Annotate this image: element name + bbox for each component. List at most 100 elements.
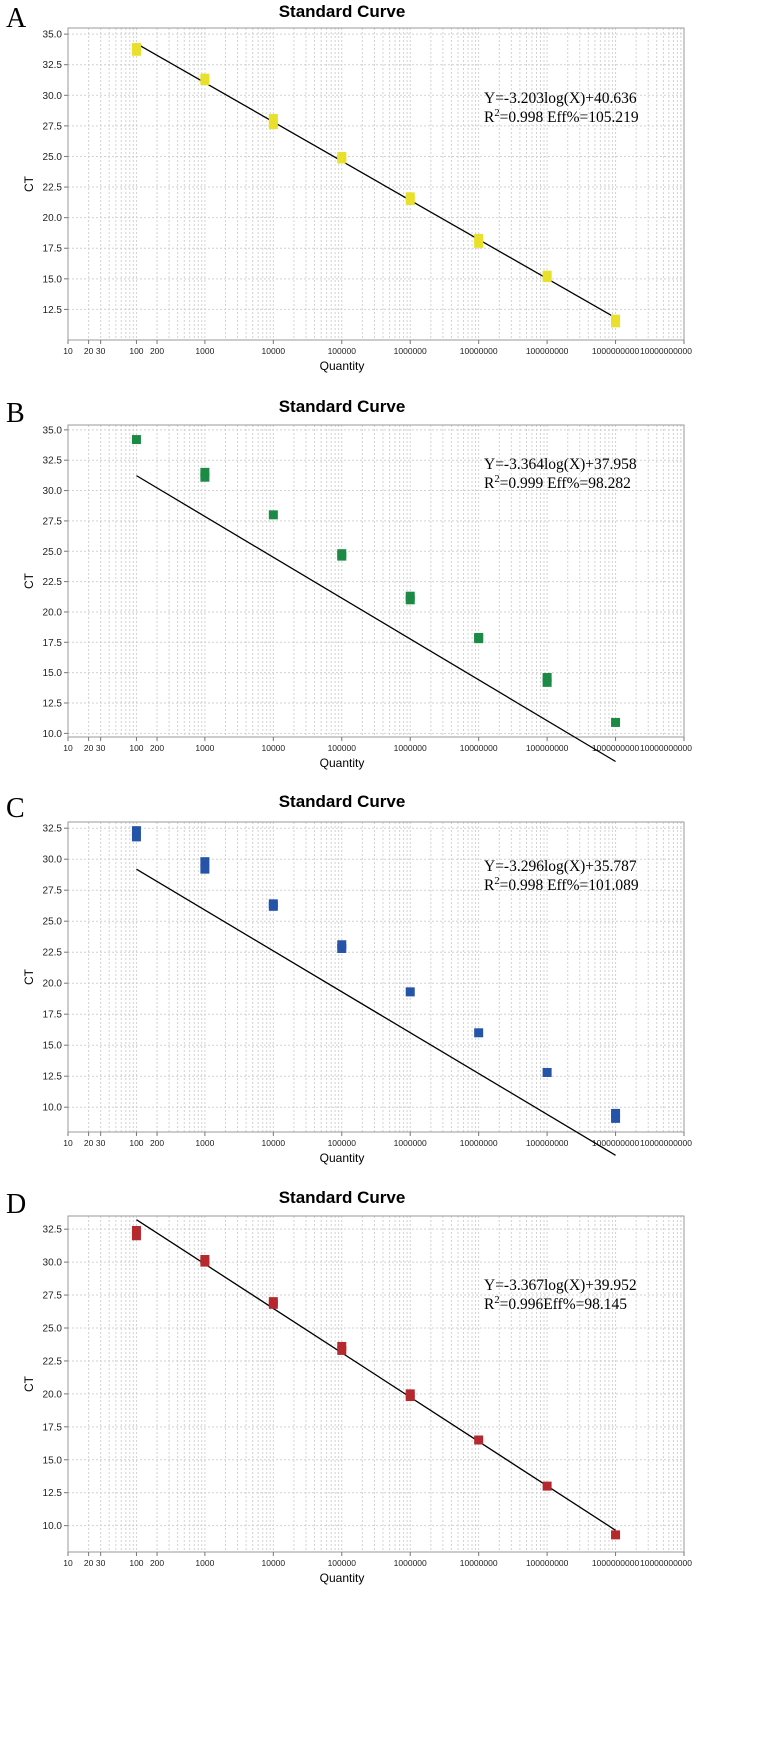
data-point bbox=[405, 1389, 415, 1399]
y-tick-label: 10.0 bbox=[43, 1521, 63, 1532]
x-tick-label: 10000000000 bbox=[640, 1138, 692, 1148]
y-tick-label: 32.5 bbox=[43, 456, 63, 467]
chart-panel-a: A Standard Curve 12.5 15.0 17.5 20.0 22.5 25.0 2… bbox=[6, 2, 692, 373]
chart-panel-c: C Standard Curve 10.0 12.5 15.0 17.5 20.0 22.5 2… bbox=[6, 792, 692, 1165]
r-squared-value: =0.998 Eff%=105.219 bbox=[500, 109, 639, 126]
data-point bbox=[405, 192, 415, 202]
y-tick-label: 32.5 bbox=[43, 60, 63, 71]
x-tick-label: 1000 bbox=[195, 1138, 214, 1148]
x-tick-label: 10000000 bbox=[460, 743, 498, 753]
r-squared-line: R2=0.998 Eff%=105.219 bbox=[484, 108, 639, 126]
r-squared-value: =0.998 Eff%=101.089 bbox=[500, 877, 639, 894]
data-point bbox=[611, 1113, 621, 1123]
x-tick-label: 10 bbox=[63, 1558, 73, 1568]
x-tick-label: 10000000 bbox=[460, 1558, 498, 1568]
data-point bbox=[611, 717, 621, 727]
y-tick-label: 30.0 bbox=[43, 855, 63, 866]
data-point bbox=[337, 549, 347, 559]
data-point bbox=[268, 899, 278, 909]
y-tick-label: 25.0 bbox=[43, 1324, 63, 1335]
plot-frame bbox=[67, 424, 685, 738]
y-tick-label: 22.5 bbox=[43, 577, 63, 588]
y-tick-label: 15.0 bbox=[43, 1041, 63, 1052]
y-tick-label: 12.5 bbox=[43, 1488, 63, 1499]
x-tick-label: 30 bbox=[96, 1138, 106, 1148]
y-tick-label: 22.5 bbox=[43, 183, 63, 194]
y-tick-label: 32.5 bbox=[43, 824, 63, 835]
x-tick-label: 1000000000 bbox=[592, 346, 640, 356]
x-tick-label: 10000000 bbox=[460, 346, 498, 356]
x-tick-label: 100 bbox=[129, 346, 143, 356]
x-tick-label: 10000000000 bbox=[640, 1558, 692, 1568]
data-point bbox=[131, 826, 141, 836]
x-tick-label: 10000 bbox=[262, 1138, 286, 1148]
y-tick-label: 30.0 bbox=[43, 1258, 63, 1269]
r-superscript: 2 bbox=[494, 876, 499, 887]
y-tick-label: 20.0 bbox=[43, 213, 63, 224]
data-point bbox=[542, 270, 552, 280]
y-axis-label: CT bbox=[22, 968, 36, 985]
x-tick-label: 1000000000 bbox=[592, 1558, 640, 1568]
data-point bbox=[474, 1028, 484, 1038]
x-tick-label: 10000000 bbox=[460, 1138, 498, 1148]
y-axis-label: CT bbox=[22, 1375, 36, 1392]
y-tick-label: 15.0 bbox=[43, 274, 63, 285]
y-tick-label: 27.5 bbox=[43, 516, 63, 527]
y-tick-label: 32.5 bbox=[43, 1225, 63, 1236]
data-point bbox=[542, 1067, 552, 1077]
data-point bbox=[405, 591, 415, 601]
y-tick-label: 20.0 bbox=[43, 1389, 63, 1400]
data-point bbox=[542, 677, 552, 687]
grid-lines bbox=[67, 425, 684, 737]
x-tick-label: 100000 bbox=[328, 346, 357, 356]
y-axis-label: CT bbox=[22, 175, 36, 192]
panel-letter: B bbox=[6, 398, 25, 429]
data-point bbox=[474, 1435, 484, 1445]
x-tick-label: 10000 bbox=[262, 1558, 286, 1568]
r-symbol: R bbox=[484, 475, 495, 492]
y-tick-label: 10.0 bbox=[43, 1103, 63, 1114]
y-tick-label: 25.0 bbox=[43, 917, 63, 928]
x-tick-label: 100 bbox=[129, 743, 143, 753]
data-point bbox=[268, 120, 278, 130]
x-tick-label: 1000000 bbox=[394, 1138, 427, 1148]
data-point bbox=[268, 510, 278, 520]
data-point bbox=[474, 233, 484, 243]
data-point bbox=[268, 114, 278, 124]
r-superscript: 2 bbox=[494, 108, 499, 119]
x-tick-label: 30 bbox=[96, 743, 106, 753]
data-point bbox=[611, 1108, 621, 1118]
data-point bbox=[131, 1225, 141, 1235]
plot-frame bbox=[67, 27, 685, 341]
r-symbol: R bbox=[484, 877, 495, 894]
x-tick-label: 100000000 bbox=[526, 1558, 569, 1568]
x-tick-label: 10 bbox=[63, 1138, 73, 1148]
x-tick-label: 1000000000 bbox=[592, 1138, 640, 1148]
y-tick-label: 35.0 bbox=[43, 425, 63, 436]
data-point bbox=[131, 832, 141, 842]
data-point bbox=[200, 864, 210, 874]
grid-lines bbox=[67, 28, 684, 340]
x-tick-label: 1000 bbox=[195, 743, 214, 753]
data-point bbox=[200, 73, 210, 83]
r-superscript: 2 bbox=[494, 474, 499, 485]
grid-lines bbox=[67, 1216, 684, 1552]
fit-line bbox=[136, 475, 616, 763]
x-tick-label: 10000000000 bbox=[640, 743, 692, 753]
equation-line: Y=-3.203log(X)+40.636 bbox=[484, 90, 637, 107]
chart-panel-b: B Standard Curve 10.0 12.5 15.0 17.5 20.0 22.5 2… bbox=[6, 397, 692, 770]
x-tick-label: 100000000 bbox=[526, 1138, 569, 1148]
data-point bbox=[542, 1481, 552, 1491]
plot-area bbox=[68, 28, 684, 340]
x-tick-label: 1000000 bbox=[394, 743, 427, 753]
x-tick-label: 200 bbox=[150, 346, 164, 356]
chart-title: Standard Curve bbox=[279, 1188, 406, 1207]
data-point bbox=[131, 435, 141, 445]
y-tick-label: 12.5 bbox=[43, 1072, 63, 1083]
data-point bbox=[337, 940, 347, 950]
x-tick-label: 30 bbox=[96, 1558, 106, 1568]
x-tick-label: 100000 bbox=[328, 1138, 357, 1148]
y-tick-label: 25.0 bbox=[43, 547, 63, 558]
